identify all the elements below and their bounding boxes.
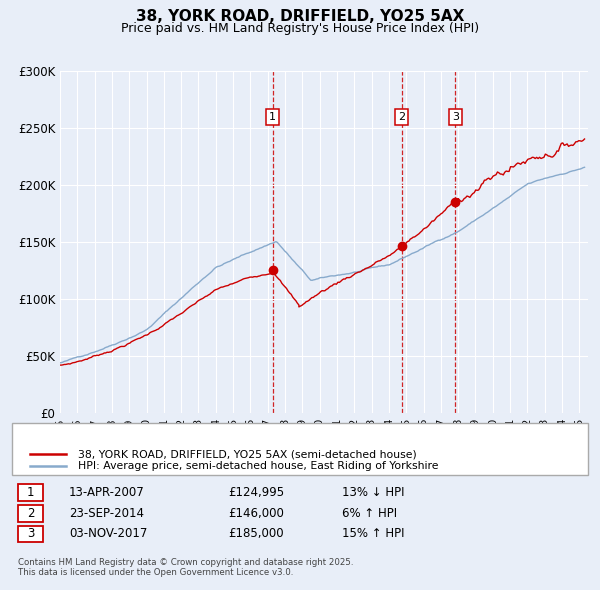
Text: 1: 1 [269,112,276,122]
Text: 38, YORK ROAD, DRIFFIELD, YO25 5AX: 38, YORK ROAD, DRIFFIELD, YO25 5AX [136,9,464,24]
Text: 6% ↑ HPI: 6% ↑ HPI [342,507,397,520]
Text: Contains HM Land Registry data © Crown copyright and database right 2025.
This d: Contains HM Land Registry data © Crown c… [18,558,353,577]
Text: 2: 2 [27,507,34,520]
Text: £146,000: £146,000 [228,507,284,520]
Text: 15% ↑ HPI: 15% ↑ HPI [342,527,404,540]
Text: 1: 1 [27,486,34,499]
Text: 2: 2 [398,112,405,122]
Text: 13% ↓ HPI: 13% ↓ HPI [342,486,404,499]
Text: £124,995: £124,995 [228,486,284,499]
Text: 38, YORK ROAD, DRIFFIELD, YO25 5AX (semi-detached house): 38, YORK ROAD, DRIFFIELD, YO25 5AX (semi… [78,450,417,459]
Text: 03-NOV-2017: 03-NOV-2017 [69,527,148,540]
Text: HPI: Average price, semi-detached house, East Riding of Yorkshire: HPI: Average price, semi-detached house,… [78,461,439,471]
Text: 3: 3 [27,527,34,540]
Text: 3: 3 [452,112,459,122]
Text: 13-APR-2007: 13-APR-2007 [69,486,145,499]
Text: £185,000: £185,000 [228,527,284,540]
Text: 23-SEP-2014: 23-SEP-2014 [69,507,144,520]
Text: Price paid vs. HM Land Registry's House Price Index (HPI): Price paid vs. HM Land Registry's House … [121,22,479,35]
